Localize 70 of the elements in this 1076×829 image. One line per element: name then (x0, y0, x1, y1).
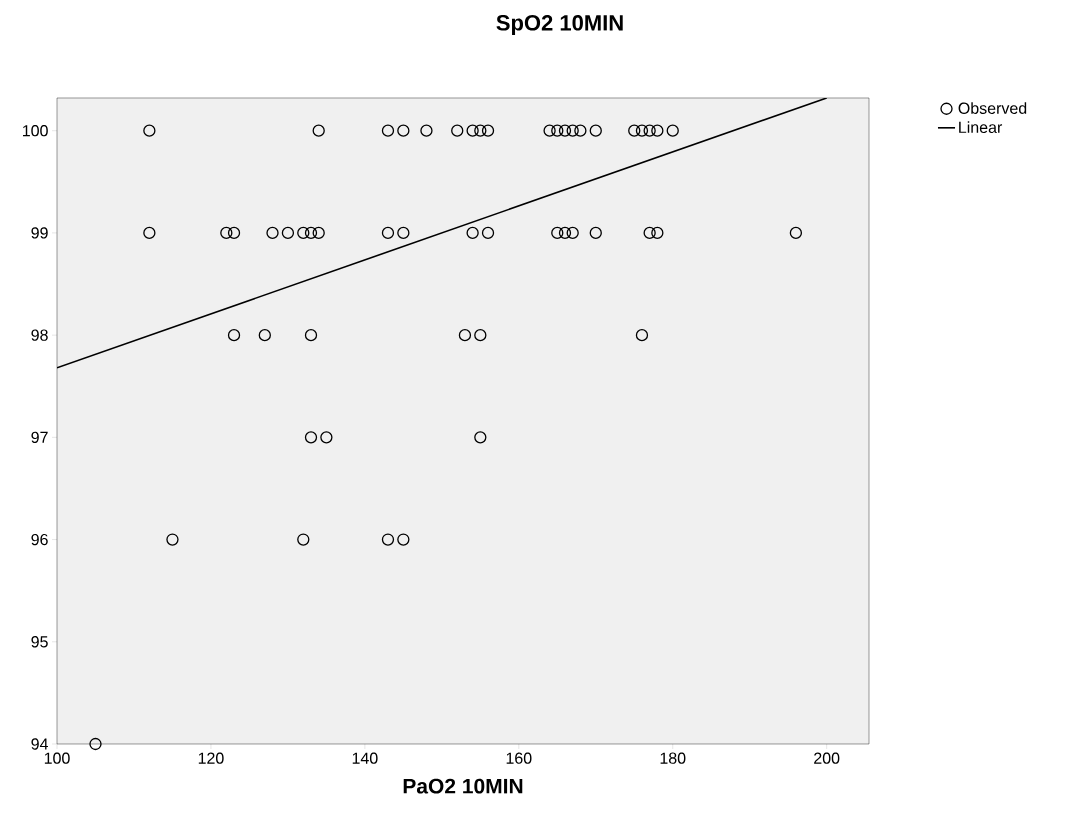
point (266, 226, 279, 240)
point (566, 226, 579, 240)
y-tick-label: 98 (31, 329, 48, 341)
point (558, 124, 572, 137)
point (320, 431, 333, 444)
y-tick-label: 95 (31, 636, 48, 648)
x-tick-label: 160 (506, 752, 532, 764)
chart-title: SpO2 10MIN (496, 15, 623, 35)
point (566, 124, 579, 137)
point (481, 124, 495, 137)
point (589, 124, 602, 137)
point (481, 226, 495, 240)
y-tick-label: 97 (31, 431, 48, 443)
point (312, 226, 325, 240)
point (297, 226, 310, 240)
point (89, 737, 102, 751)
point (227, 328, 241, 342)
x-axis-title: PaO2 10MIN (403, 778, 523, 794)
point (304, 431, 318, 444)
point (458, 328, 472, 342)
point (227, 226, 241, 240)
point (304, 226, 318, 240)
x-tick-label: 180 (660, 752, 686, 764)
point (551, 124, 564, 137)
y-tick-label: 99 (31, 227, 48, 239)
point (558, 226, 572, 240)
point (651, 124, 664, 137)
point (381, 124, 395, 137)
point (466, 124, 479, 137)
point (297, 533, 310, 546)
point (143, 124, 156, 137)
point (381, 533, 395, 546)
point (258, 328, 271, 342)
point (220, 226, 233, 240)
legend-label: Observed (958, 102, 1027, 114)
point (651, 226, 664, 240)
point (143, 226, 156, 240)
point (397, 124, 410, 137)
point (312, 124, 325, 137)
point (789, 226, 803, 240)
x-tick-label: 200 (814, 752, 840, 764)
point (474, 124, 487, 137)
legend-label: Linear (959, 121, 1003, 134)
point (666, 124, 679, 137)
point (643, 226, 656, 240)
point (420, 124, 433, 137)
point (643, 124, 656, 137)
point (166, 533, 179, 546)
point (574, 124, 587, 137)
point (304, 328, 318, 342)
x-tick-label: 120 (198, 752, 224, 764)
point (466, 226, 479, 240)
point (635, 328, 649, 342)
y-tick-label: 94 (31, 738, 48, 750)
point (551, 226, 564, 240)
point (474, 328, 487, 342)
point (281, 226, 295, 240)
point (628, 124, 641, 137)
point (589, 226, 602, 240)
point (381, 226, 395, 240)
point (543, 124, 556, 137)
y-tick-label: 96 (31, 533, 48, 546)
point (397, 533, 410, 546)
y-tick-label: 100 (23, 125, 48, 137)
point (397, 226, 410, 240)
x-tick-label: 140 (352, 752, 378, 764)
point (474, 431, 487, 444)
point (451, 124, 464, 137)
point (635, 124, 649, 137)
x-tick-label: 100 (44, 752, 70, 764)
